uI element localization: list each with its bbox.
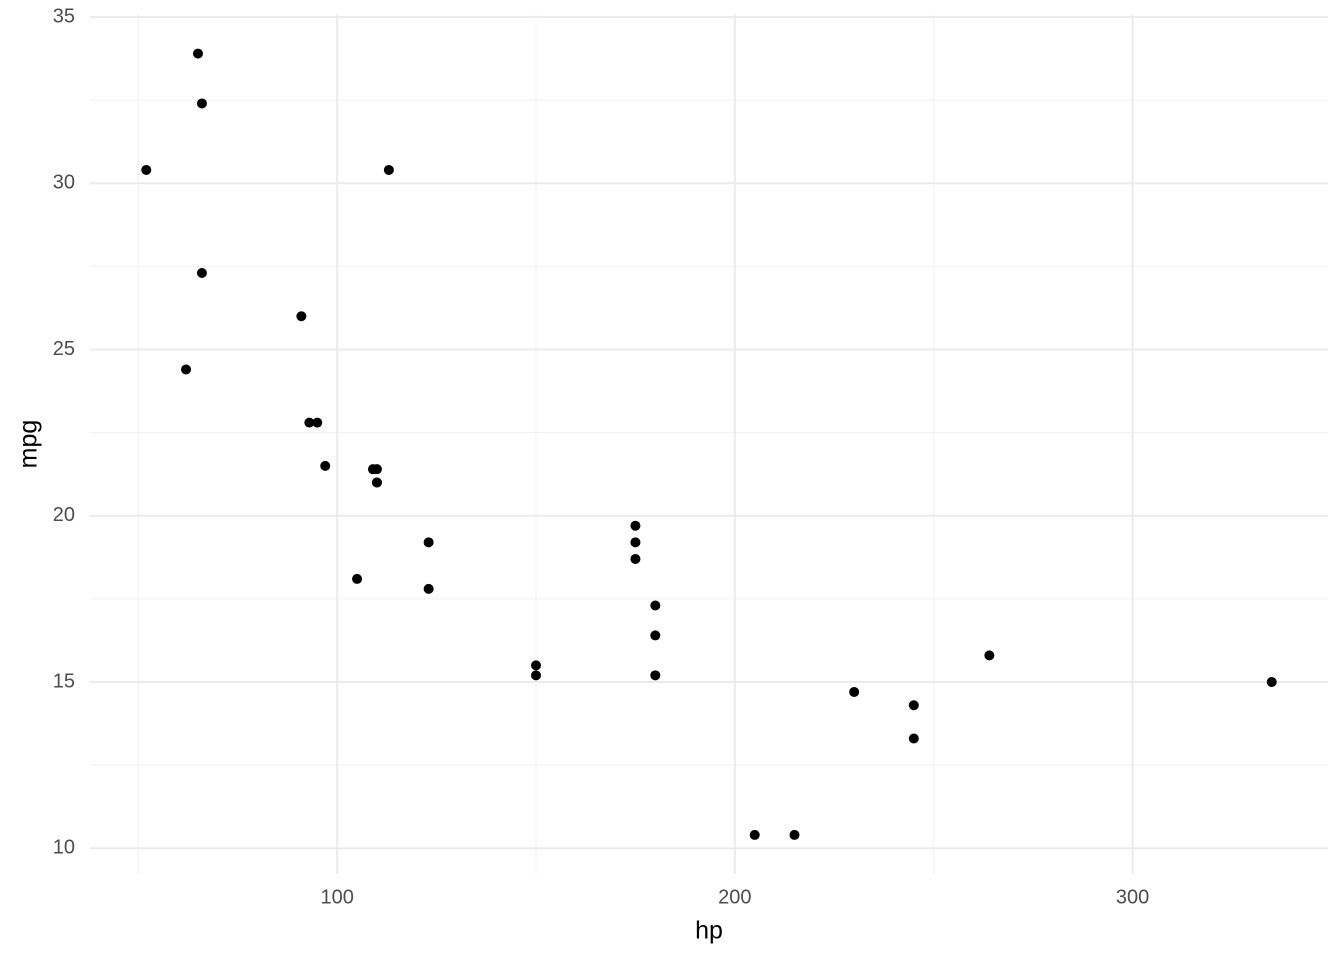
x-axis-title: hp (695, 917, 723, 945)
point (383, 164, 394, 175)
point (296, 311, 307, 322)
point (630, 520, 641, 531)
point (650, 670, 661, 681)
point (192, 48, 203, 59)
y-tick-label: 20 (53, 504, 75, 526)
y-tick-label: 15 (53, 670, 75, 692)
point (650, 630, 661, 641)
point (908, 733, 919, 744)
points (141, 48, 1277, 840)
point (908, 700, 919, 711)
point (320, 460, 331, 471)
point (423, 537, 434, 548)
point (312, 417, 323, 428)
y-tick-label: 30 (53, 172, 75, 194)
point (984, 650, 995, 661)
point (304, 417, 315, 428)
point (352, 573, 363, 584)
point (196, 268, 207, 279)
point (423, 583, 434, 594)
y-tick-label: 25 (53, 338, 75, 360)
point (630, 553, 641, 564)
point (531, 660, 542, 671)
x-tick-label: 300 (1116, 886, 1149, 908)
point (196, 98, 207, 109)
y-tick-label: 10 (53, 837, 75, 859)
point (630, 537, 641, 548)
x-tick-label: 200 (718, 886, 751, 908)
point (371, 477, 382, 488)
point (141, 164, 152, 175)
point (181, 364, 192, 375)
y-tick-label: 35 (53, 5, 75, 27)
y-axis-title: mpg (15, 420, 43, 469)
point (367, 464, 378, 475)
point (531, 670, 542, 681)
point (749, 829, 760, 840)
point (1266, 676, 1277, 687)
point (650, 600, 661, 611)
point (789, 829, 800, 840)
x-tick-label: 100 (320, 886, 353, 908)
grid (90, 14, 1328, 874)
point (849, 686, 860, 697)
